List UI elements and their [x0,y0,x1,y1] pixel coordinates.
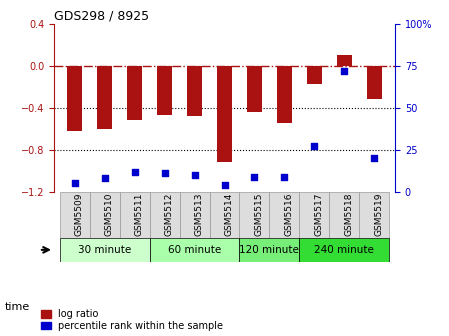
Bar [67,66,82,131]
Bar [127,66,142,120]
Bar [277,66,292,123]
FancyBboxPatch shape [299,238,389,262]
FancyBboxPatch shape [90,192,120,238]
Point [101,176,108,181]
FancyBboxPatch shape [269,192,299,238]
Bar [367,66,382,99]
Text: GSM5513: GSM5513 [194,193,203,237]
FancyBboxPatch shape [329,192,359,238]
FancyBboxPatch shape [60,238,150,262]
Point [161,171,168,176]
Bar [217,66,232,162]
Legend: log ratio, percentile rank within the sample: log ratio, percentile rank within the sa… [41,309,223,331]
Text: GSM5519: GSM5519 [374,193,383,237]
FancyBboxPatch shape [120,192,150,238]
Text: 60 minute: 60 minute [168,245,221,255]
Text: GSM5512: GSM5512 [165,193,174,236]
Point [221,182,228,188]
FancyBboxPatch shape [180,192,210,238]
Point [131,169,138,174]
Bar [157,66,172,115]
Text: GSM5511: GSM5511 [135,193,144,237]
Point [71,181,79,186]
FancyBboxPatch shape [239,192,269,238]
Point [191,172,198,178]
Text: GSM5515: GSM5515 [255,193,264,237]
Bar [337,55,352,66]
Text: GSM5517: GSM5517 [314,193,323,237]
Bar [97,66,112,129]
Bar [307,66,322,84]
FancyBboxPatch shape [150,238,239,262]
Point [341,68,348,73]
FancyBboxPatch shape [359,192,389,238]
FancyBboxPatch shape [239,238,299,262]
Text: GSM5509: GSM5509 [75,193,84,237]
Point [370,156,378,161]
FancyBboxPatch shape [150,192,180,238]
FancyBboxPatch shape [210,192,239,238]
Point [251,174,258,179]
Bar [247,66,262,112]
Text: time: time [4,302,30,312]
Text: GDS298 / 8925: GDS298 / 8925 [54,9,149,23]
Text: GSM5516: GSM5516 [284,193,293,237]
Text: GSM5514: GSM5514 [224,193,233,236]
Text: GSM5510: GSM5510 [105,193,114,237]
FancyBboxPatch shape [299,192,329,238]
Bar [187,66,202,116]
FancyBboxPatch shape [60,192,90,238]
Point [311,143,318,149]
Text: 240 minute: 240 minute [314,245,374,255]
Text: 30 minute: 30 minute [78,245,132,255]
Point [281,174,288,179]
Text: 120 minute: 120 minute [239,245,299,255]
Text: GSM5518: GSM5518 [344,193,353,237]
